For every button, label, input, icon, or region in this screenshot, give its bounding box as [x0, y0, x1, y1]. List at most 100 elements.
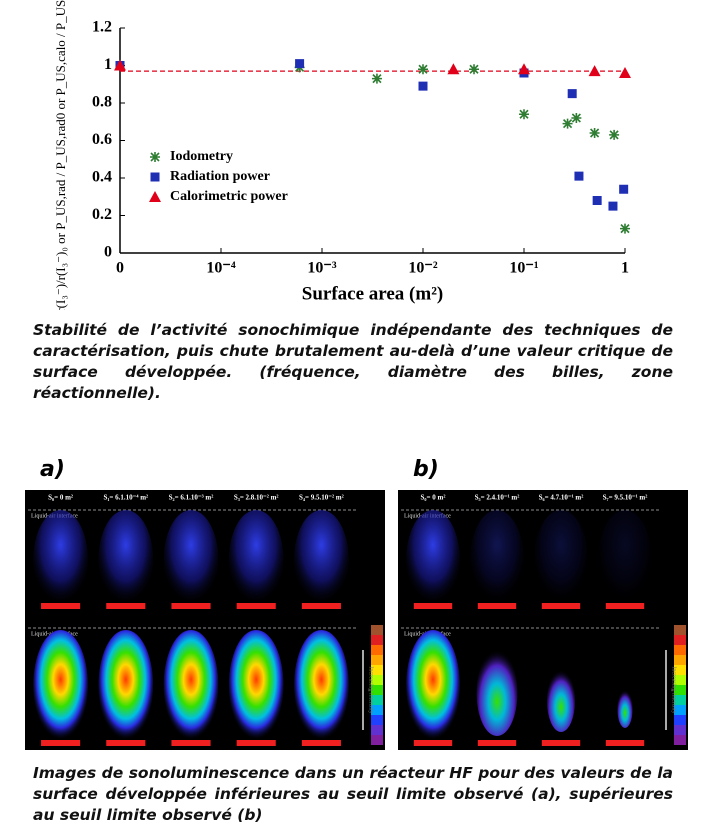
y-tick-label: 1 [104, 56, 112, 73]
color-scale [371, 725, 383, 735]
glow [33, 510, 88, 610]
color-scale [371, 675, 383, 685]
marker [562, 118, 573, 129]
x-tick-label: 0 [116, 260, 124, 277]
red-bar [605, 740, 645, 746]
marker [567, 89, 577, 99]
red-bar [236, 740, 276, 746]
marker [519, 109, 529, 120]
red-bar [171, 603, 211, 609]
glow [534, 510, 588, 610]
red-bar [106, 740, 146, 746]
x-tick-label: 1 [621, 260, 629, 277]
red-bar [106, 603, 146, 609]
glow [470, 510, 524, 610]
glow [33, 630, 88, 740]
color-scale [674, 655, 686, 665]
surface-label: S₂= 6.1.10⁻³ m² [169, 494, 214, 502]
x-tick-label: 10⁻³ [307, 260, 336, 277]
legend-label: Calorimetric power [170, 189, 288, 204]
y-tick-label: 0.6 [92, 131, 112, 148]
color-scale [674, 725, 686, 735]
marker [619, 184, 629, 194]
red-bar [41, 740, 81, 746]
legend-label: Iodometry [170, 149, 233, 164]
color-scale [371, 655, 383, 665]
marker [588, 65, 601, 77]
y-tick-label: 0 [104, 244, 112, 261]
marker [295, 59, 305, 69]
caption: Images de sonoluminescence dans un réact… [33, 764, 673, 824]
red-bar [541, 740, 581, 746]
red-bar [301, 603, 341, 609]
color-scale [674, 675, 686, 685]
glow [294, 630, 349, 740]
marker [592, 196, 602, 205]
surface-label: S₆= 4.7.10⁻¹ m² [539, 494, 584, 502]
marker [574, 171, 584, 181]
marker [447, 63, 460, 75]
glow [406, 510, 460, 610]
marker [469, 64, 480, 75]
marker [619, 67, 631, 78]
glow [294, 510, 349, 610]
red-bar [236, 603, 276, 609]
y-axis-label: r(I₃⁻)/r(I₃⁻)₀ or P_US,rad / P_US,rad0 o… [53, 0, 68, 310]
caption: Stabilité de l’activité sonochimique ind… [33, 321, 673, 402]
red-bar [413, 603, 453, 609]
glow [163, 630, 219, 740]
glow [163, 510, 219, 610]
surface-label: S₁= 6.1.10⁻⁴ m² [103, 494, 148, 502]
marker [571, 113, 582, 123]
color-scale [674, 695, 686, 705]
color-scale [371, 705, 383, 715]
marker [150, 172, 160, 182]
color-scale [371, 635, 383, 645]
marker [114, 59, 126, 71]
color-scale [674, 665, 686, 675]
glow [228, 630, 284, 740]
surface-label: S₀= 0 m² [421, 494, 446, 502]
glow [98, 630, 154, 740]
panel-label: b) [413, 457, 439, 482]
color-scale [674, 625, 686, 635]
marker [589, 128, 600, 138]
red-bar [41, 603, 81, 609]
glow [546, 670, 576, 732]
intensity-label: Increasing intensity [368, 666, 374, 713]
images: a)Liquid-air interfaceLiquid-air interfa… [25, 457, 688, 750]
glow [617, 690, 633, 728]
color-scale [674, 705, 686, 715]
y-tick-label: 0.2 [92, 206, 112, 223]
marker [620, 223, 630, 234]
color-scale [371, 665, 383, 675]
x-tick-label: 10⁻¹ [509, 260, 538, 277]
color-scale [674, 735, 686, 745]
marker [149, 191, 161, 202]
color-scale [371, 695, 383, 705]
surface-label: S₃= 2.8.10⁻² m² [234, 494, 279, 502]
marker [608, 201, 618, 211]
glow [598, 510, 652, 610]
color-scale [371, 625, 383, 635]
x-axis-label: Surface area (m²) [302, 283, 443, 304]
color-scale [371, 645, 383, 655]
marker [371, 73, 382, 84]
legend-label: Radiation power [170, 169, 270, 184]
color-scale [674, 715, 686, 725]
x-tick-label: 10⁻² [408, 260, 437, 277]
marker [518, 63, 530, 75]
color-scale [674, 635, 686, 645]
red-bar [171, 740, 211, 746]
x-tick-label: 10⁻⁴ [206, 260, 235, 277]
marker [150, 152, 160, 162]
red-bar [541, 603, 581, 609]
red-bar [605, 603, 645, 609]
surface-label: S₅= 2.4.10⁻¹ m² [475, 494, 520, 502]
chart: 0 0.2 0.4 0.6 0.8 1 1.2 0 10⁻⁴ 10⁻³ 10⁻² 10⁻¹ 1 Surfa… [53, 0, 631, 310]
red-bar [413, 740, 453, 746]
glow [98, 510, 154, 610]
red-bar [477, 740, 517, 746]
surface-label: S₇= 9.5.10⁻¹ m² [603, 494, 648, 502]
